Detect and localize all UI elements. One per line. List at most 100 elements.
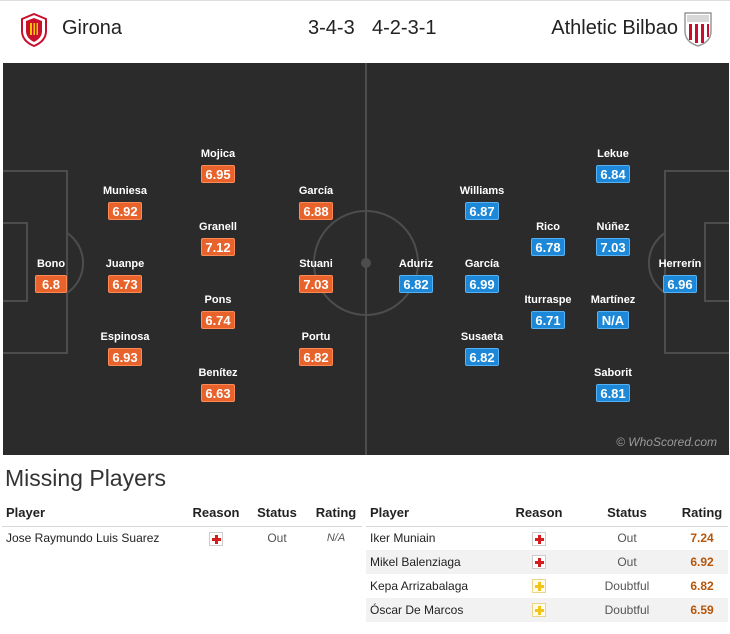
player-name: Susaeta <box>460 331 504 343</box>
missing-players-away-table: Player Reason Status Rating Iker Muniain… <box>366 500 728 622</box>
missing-player-rating: 7.24 <box>690 531 714 546</box>
player-home-granell[interactable]: Granell 7.12 <box>183 220 253 257</box>
player-away-rico[interactable]: Rico 6.78 <box>513 220 583 257</box>
injury-icon <box>532 531 546 546</box>
column-header-rating[interactable]: Rating <box>310 500 362 527</box>
player-rating: 6.92 <box>108 202 142 220</box>
player-rating: 6.63 <box>201 384 235 402</box>
table-row: Óscar De Marcos Doubtful 6.59 <box>366 598 728 622</box>
player-name: Herrerín <box>658 258 702 270</box>
player-home-stuani[interactable]: Stuani 7.03 <box>281 257 351 294</box>
home-team-name[interactable]: Girona <box>62 17 123 39</box>
player-rating: 6.93 <box>108 348 142 366</box>
player-home-espinosa[interactable]: Espinosa 6.93 <box>90 330 160 367</box>
player-name: Pons <box>204 294 232 306</box>
player-home-juanpe[interactable]: Juanpe 6.73 <box>90 257 160 294</box>
player-home-bono[interactable]: Bono 6.8 <box>16 257 86 294</box>
column-header-rating[interactable]: Rating <box>676 500 728 527</box>
player-name: Williams <box>459 185 505 197</box>
player-home-muniesa[interactable]: Muniesa 6.92 <box>90 184 160 221</box>
away-team-name[interactable]: Athletic Bilbao <box>551 17 678 39</box>
player-name: Lekue <box>597 148 629 160</box>
player-rating: 6.87 <box>465 202 499 220</box>
player-name: Bono <box>36 258 66 270</box>
missing-players-home-table: Player Reason Status Rating Jose Raymund… <box>2 500 362 550</box>
player-name: Martínez <box>590 294 636 306</box>
player-away-martinez[interactable]: Martínez N/A <box>578 293 648 330</box>
pitch-markings <box>3 63 729 455</box>
table-row: Jose Raymundo Luis Suarez Out N/A <box>2 526 362 550</box>
missing-player-status: Out <box>267 531 287 546</box>
girona-crest-icon[interactable] <box>20 13 48 47</box>
column-header-player[interactable]: Player <box>2 500 188 527</box>
missing-player-rating: 6.92 <box>676 550 728 574</box>
table-row: Mikel Balenziaga Out 6.92 <box>366 550 728 574</box>
athletic-bilbao-crest-icon[interactable] <box>683 11 713 47</box>
player-name: Espinosa <box>100 331 150 343</box>
player-name: Saborit <box>594 367 632 379</box>
player-rating: 6.84 <box>596 165 630 183</box>
player-away-susaeta[interactable]: Susaeta 6.82 <box>447 330 517 367</box>
player-rating: 6.8 <box>35 275 67 293</box>
column-header-reason[interactable]: Reason <box>500 500 578 527</box>
player-name: Núñez <box>596 221 630 233</box>
pitch: Bono 6.8 Muniesa 6.92 Juanpe 6.73 Espino… <box>3 63 729 455</box>
missing-player-status: Out <box>617 531 637 546</box>
player-home-benitez[interactable]: Benítez 6.63 <box>183 366 253 403</box>
missing-player-name[interactable]: Kepa Arrizabalaga <box>370 579 469 593</box>
player-rating: 6.99 <box>465 275 499 293</box>
player-away-williams[interactable]: Williams 6.87 <box>447 184 517 221</box>
missing-player-name[interactable]: Jose Raymundo Luis Suarez <box>6 531 160 546</box>
missing-player-name[interactable]: Óscar De Marcos <box>366 598 500 622</box>
table-row: Iker Muniain Out 7.24 <box>366 526 728 550</box>
player-rating: 7.03 <box>299 275 333 293</box>
player-away-saborit[interactable]: Saborit 6.81 <box>578 366 648 403</box>
player-rating: 6.71 <box>531 311 565 329</box>
missing-player-status: Doubtful <box>604 579 650 593</box>
player-home-pons[interactable]: Pons 6.74 <box>183 293 253 330</box>
player-away-garcia[interactable]: García 6.99 <box>447 257 517 294</box>
player-rating: 6.78 <box>531 238 565 256</box>
doubtful-icon <box>532 579 546 594</box>
player-name: Portu <box>301 331 331 343</box>
column-header-status[interactable]: Status <box>244 500 310 527</box>
player-away-nunez[interactable]: Núñez 7.03 <box>578 220 648 257</box>
player-rating: 6.74 <box>201 311 235 329</box>
missing-player-name[interactable]: Iker Muniain <box>370 531 436 546</box>
column-header-player[interactable]: Player <box>366 500 500 527</box>
away-formation: 4-2-3-1 <box>372 17 437 39</box>
player-rating: N/A <box>597 311 629 329</box>
player-rating: 6.88 <box>299 202 333 220</box>
missing-player-status: Doubtful <box>578 598 676 622</box>
player-name: Granell <box>199 221 237 233</box>
player-rating: 6.81 <box>596 384 630 402</box>
player-rating: 6.73 <box>108 275 142 293</box>
player-away-herrerin[interactable]: Herrerín 6.96 <box>645 257 715 294</box>
player-name: Mojica <box>200 148 236 160</box>
player-away-aduriz[interactable]: Aduriz 6.82 <box>381 257 451 294</box>
column-header-reason[interactable]: Reason <box>188 500 244 527</box>
column-header-status[interactable]: Status <box>578 500 676 527</box>
player-away-lekue[interactable]: Lekue 6.84 <box>578 147 648 184</box>
missing-players-title: Missing Players <box>5 465 167 491</box>
player-name: Benítez <box>198 367 238 379</box>
player-home-portu[interactable]: Portu 6.82 <box>281 330 351 367</box>
player-rating: 6.82 <box>299 348 333 366</box>
player-rating: 6.96 <box>663 275 697 293</box>
table-row: Kepa Arrizabalaga Doubtful 6.82 <box>366 574 728 598</box>
player-name: Iturraspe <box>524 294 572 306</box>
player-home-mojica[interactable]: Mojica 6.95 <box>183 147 253 184</box>
player-away-iturraspe[interactable]: Iturraspe 6.71 <box>513 293 583 330</box>
match-header: Girona 3-4-3 4-2-3-1 Athletic Bilbao <box>0 0 730 58</box>
player-home-garcia[interactable]: García 6.88 <box>281 184 351 221</box>
injury-icon <box>209 531 223 546</box>
injury-icon <box>532 555 546 570</box>
missing-player-rating: N/A <box>326 532 346 545</box>
player-name: Muniesa <box>102 185 147 197</box>
player-name: Aduriz <box>398 258 434 270</box>
player-rating: 7.03 <box>596 238 630 256</box>
missing-player-status: Out <box>578 550 676 574</box>
player-rating: 6.82 <box>399 275 433 293</box>
missing-player-name[interactable]: Mikel Balenziaga <box>366 550 500 574</box>
whoscored-watermark: © WhoScored.com <box>616 435 717 449</box>
